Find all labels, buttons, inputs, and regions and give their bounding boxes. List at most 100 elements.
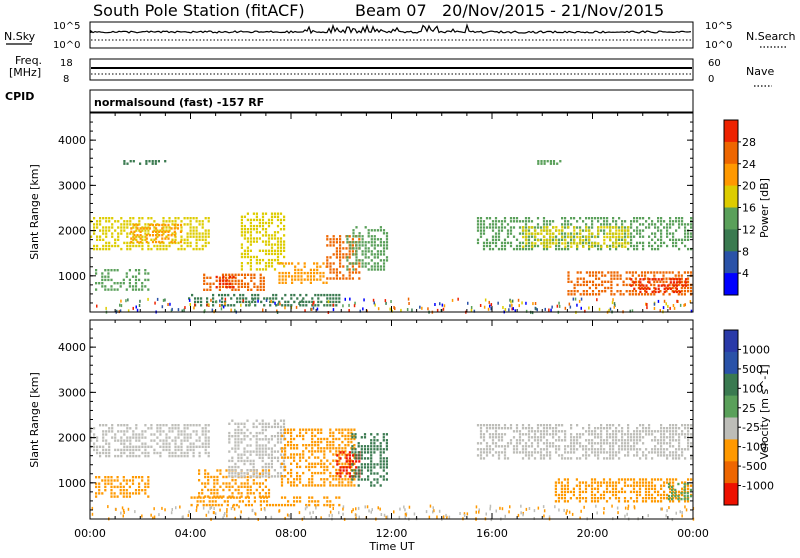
heatmap-cell [138, 217, 141, 220]
heatmap-cell [183, 247, 186, 251]
colorbar-swatch [724, 483, 738, 506]
scatter-point [596, 298, 598, 302]
heatmap-cell [213, 475, 216, 479]
heatmap-cell [680, 491, 683, 495]
heatmap-cell [168, 226, 171, 229]
heatmap-cell [270, 438, 273, 441]
heatmap-cell [602, 481, 606, 484]
heatmap-cell [234, 288, 237, 291]
heatmap-cell [598, 293, 601, 296]
heatmap-cell [545, 430, 549, 433]
heatmap-cell [521, 457, 525, 460]
heatmap-cell [364, 253, 367, 256]
heatmap-cell [323, 437, 326, 441]
heatmap-cell [573, 293, 576, 296]
heatmap-cell [265, 500, 269, 503]
colorbar-tick-label: 25 [742, 402, 756, 415]
heatmap-cell [283, 240, 286, 243]
heatmap-cell [488, 244, 492, 248]
heatmap-cell [660, 427, 663, 430]
heatmap-cell [612, 245, 615, 248]
heatmap-cell [488, 436, 492, 439]
heatmap-cell [684, 433, 687, 436]
heatmap-cell [558, 232, 561, 235]
heatmap-cell [614, 484, 618, 487]
heatmap-cell [660, 442, 663, 445]
heatmap-cell [675, 424, 678, 427]
heatmap-cell [595, 283, 598, 287]
heatmap-cell [212, 293, 215, 297]
heatmap-region [228, 419, 286, 478]
heatmap-cell [653, 487, 657, 490]
heatmap-cell [347, 465, 350, 469]
heatmap-cell [485, 238, 489, 241]
heatmap-cell [346, 238, 349, 241]
heatmap-cell [585, 242, 588, 245]
heatmap-cell [101, 275, 104, 278]
scatter-point [522, 513, 524, 517]
heatmap-cell [208, 503, 211, 507]
heatmap-cell [672, 290, 675, 294]
heatmap-cell [639, 235, 642, 238]
heatmap-cell [290, 437, 293, 441]
heatmap-cell [147, 247, 150, 251]
heatmap-region [240, 212, 286, 271]
heatmap-cell [234, 279, 237, 282]
heatmap-cell [125, 275, 128, 278]
heatmap-cell [107, 278, 110, 282]
heatmap-cell [654, 287, 657, 290]
heatmap-cell [575, 478, 578, 481]
scatter-point [226, 508, 228, 511]
heatmap-cell [618, 448, 621, 451]
heatmap-cell [258, 482, 261, 485]
heatmap-cell [382, 433, 385, 436]
scatter-point [676, 299, 678, 303]
heatmap-cell [500, 241, 504, 245]
heatmap-cell [363, 478, 367, 481]
heatmap-cell [165, 235, 168, 238]
heatmap-cell [578, 493, 581, 497]
heatmap-cell [665, 290, 668, 293]
heatmap-cell [585, 235, 588, 239]
heatmap-cell [542, 448, 546, 451]
heatmap-cell [500, 445, 504, 448]
heatmap-cell [660, 493, 663, 497]
heatmap-cell [168, 445, 171, 448]
heatmap-cell [111, 424, 114, 427]
heatmap-cell [161, 227, 164, 230]
heatmap-cell [273, 268, 277, 271]
heatmap-cell [482, 244, 486, 248]
heatmap-cell [549, 242, 552, 245]
heatmap-cell [618, 424, 621, 427]
heatmap-cell [348, 460, 351, 463]
heatmap-cell [267, 456, 270, 459]
heatmap-cell [603, 457, 606, 460]
heatmap-cell [273, 469, 276, 472]
heatmap-cell [96, 235, 99, 238]
heatmap-cell [107, 476, 110, 479]
heatmap-cell [503, 244, 507, 248]
heatmap-cell [382, 268, 386, 271]
heatmap-cell [104, 479, 107, 482]
heatmap-cell [270, 459, 273, 463]
heatmap-cell [350, 428, 353, 431]
scatter-point [188, 298, 191, 302]
heatmap-cell [126, 241, 129, 245]
heatmap-cell [650, 271, 653, 274]
heatmap-cell [138, 448, 141, 452]
heatmap-cell [621, 229, 624, 232]
heatmap-cell [600, 451, 603, 454]
heatmap-cell [144, 451, 147, 455]
heatmap-cell [332, 465, 335, 469]
heatmap-cell [305, 304, 308, 307]
heatmap-cell [265, 496, 269, 499]
heatmap-cell [618, 217, 621, 220]
heatmap-cell [221, 273, 225, 276]
scatter-point [520, 504, 522, 508]
heatmap-cell [123, 160, 126, 163]
heatmap-cell [645, 430, 648, 433]
heatmap-cell [364, 265, 367, 268]
heatmap-cell [588, 286, 591, 290]
heatmap-cell [193, 496, 196, 499]
heatmap-cell [132, 430, 135, 433]
